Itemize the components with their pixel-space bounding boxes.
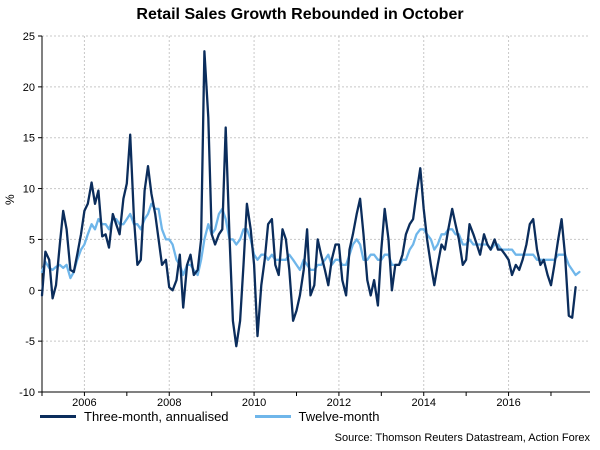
legend-item-twelve-month: Twelve-month: [254, 409, 380, 424]
source-note: Source: Thomson Reuters Datastream, Acti…: [334, 432, 590, 444]
x-tick-label: 2008: [157, 397, 181, 409]
series-lines: [40, 50, 581, 348]
gridlines: [42, 35, 590, 393]
y-tick-labels: 25 20 15 10 5 0 -5 -10: [19, 31, 35, 399]
legend-label-twelve-month: Twelve-month: [298, 409, 380, 424]
x-tick-label: 2012: [327, 397, 351, 409]
y-tick-label: 15: [23, 133, 35, 145]
y-tick-label: 0: [29, 285, 35, 297]
legend-label-three-month: Three-month, annualised: [84, 409, 229, 424]
chart-title: Retail Sales Growth Rebounded in October: [136, 6, 464, 23]
x-tick-label: 2016: [496, 397, 520, 409]
y-tick-label: -5: [25, 336, 35, 348]
legend-swatch-twelve-month: [254, 415, 291, 418]
legend-swatch-three-month: [40, 415, 76, 418]
y-tick-label: -10: [19, 387, 35, 399]
x-tick-label: 2006: [72, 397, 96, 409]
x-tick-labels: 2006 2008 2010 2012 2014 2016: [72, 397, 521, 409]
y-tick-label: 10: [23, 184, 35, 196]
y-tick-label: 20: [23, 82, 35, 94]
y-tick-label: 5: [29, 234, 35, 246]
legend-item-three-month: Three-month, annualised: [40, 409, 229, 424]
x-tick-label: 2010: [242, 397, 266, 409]
y-tick-label: 25: [23, 31, 35, 43]
series-line-three-month: [40, 50, 577, 348]
legend: Three-month, annualised Twelve-month: [40, 409, 379, 424]
axes: [38, 35, 590, 396]
x-tick-label: 2014: [411, 397, 435, 409]
